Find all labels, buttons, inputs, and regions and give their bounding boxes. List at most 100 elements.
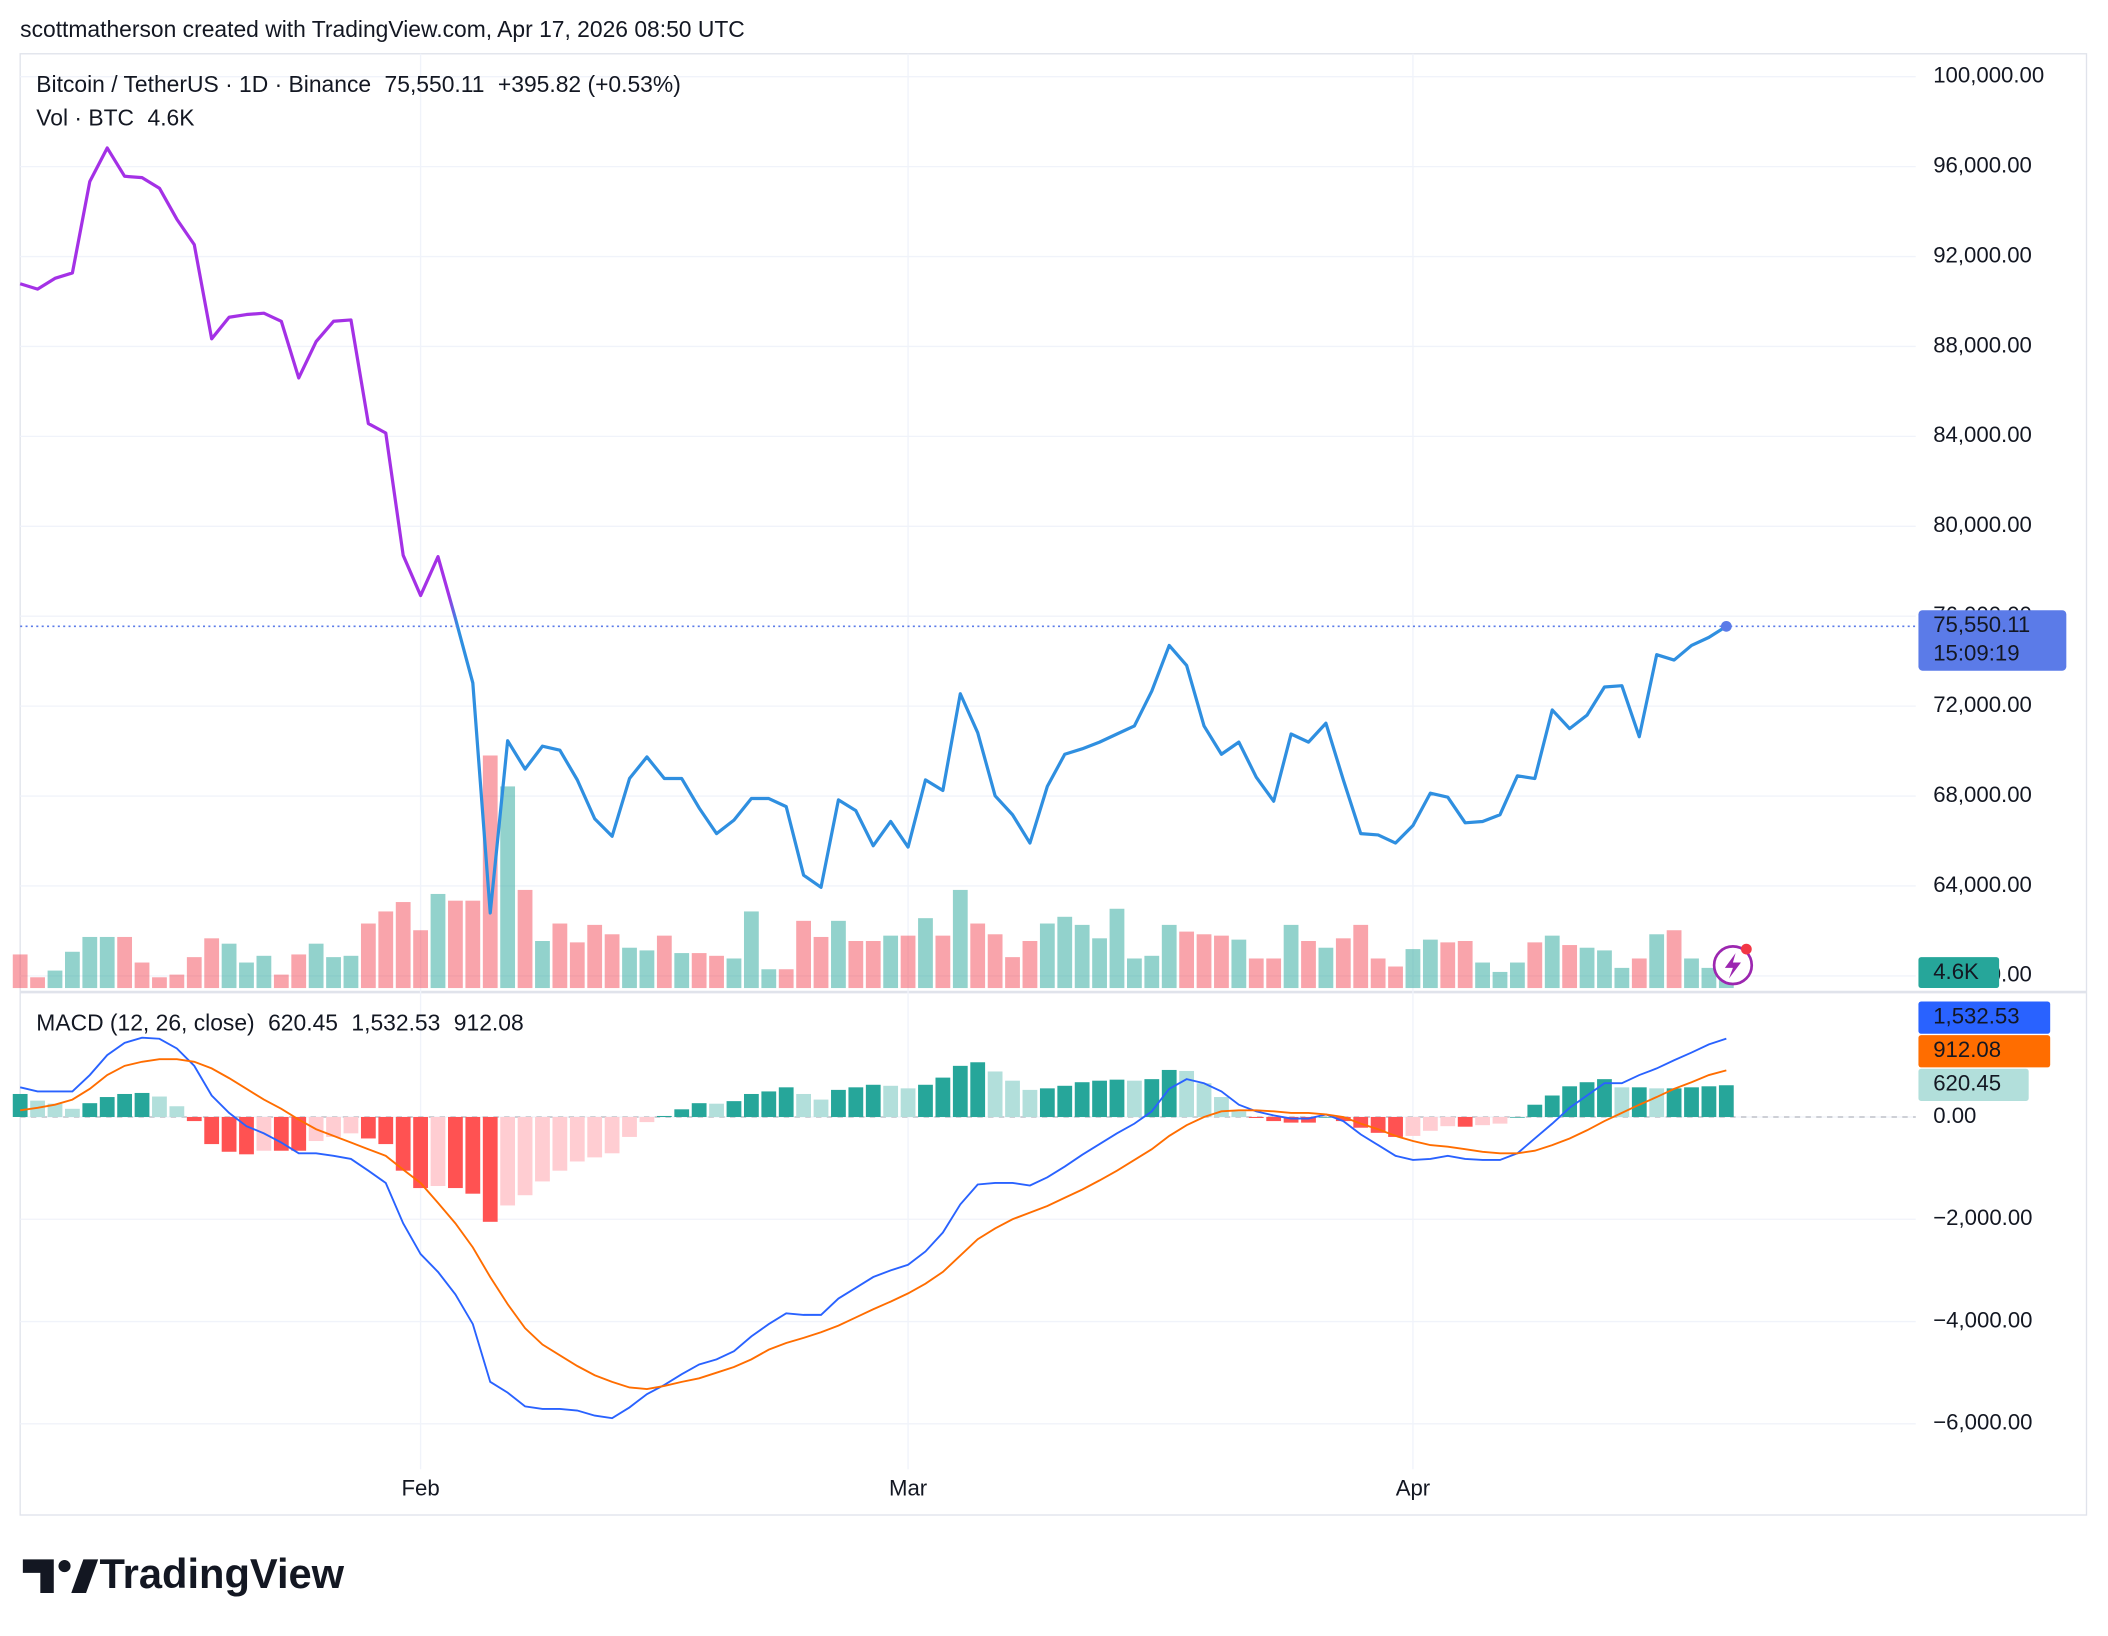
- volume-bar: [1510, 962, 1525, 989]
- price-badge-value: 75,550.11: [1933, 612, 2030, 637]
- histogram-bar: [343, 1116, 359, 1134]
- volume-bar: [1666, 930, 1682, 989]
- volume-bar: [674, 953, 690, 989]
- histogram-bar: [987, 1071, 1003, 1117]
- histogram-bar: [1614, 1087, 1630, 1117]
- volume-bar: [691, 953, 707, 989]
- macd-pane: [12, 1036, 1916, 1420]
- volume-bar: [1544, 935, 1560, 989]
- histogram-bar: [1562, 1086, 1578, 1117]
- volume-bar: [569, 942, 585, 989]
- histogram-bar: [918, 1084, 933, 1117]
- volume-bar: [900, 935, 916, 989]
- y-tick-label: 92,000.00: [1933, 242, 2032, 267]
- y-tick-label: 68,000.00: [1933, 782, 2032, 807]
- legend-title: MACD (12, 26, close): [36, 1009, 254, 1035]
- histogram-bar: [1231, 1111, 1247, 1117]
- histogram-bar: [952, 1065, 968, 1117]
- histogram-bar: [813, 1099, 829, 1117]
- volume-bar: [848, 941, 864, 989]
- volume-bar: [12, 954, 28, 989]
- volume-bar: [1335, 938, 1351, 989]
- brand-name: TradingView: [99, 1550, 344, 1597]
- volume-bar: [796, 920, 812, 989]
- y-tick-label: 0.00: [1933, 1103, 1976, 1128]
- histogram-bar: [761, 1091, 777, 1117]
- volume-bar: [1074, 924, 1090, 989]
- histogram-bar: [1022, 1089, 1038, 1117]
- volume-badge: [1918, 957, 2000, 989]
- histogram-bar: [935, 1077, 951, 1117]
- volume-bar: [465, 900, 481, 989]
- brand-logo: [22, 1559, 99, 1593]
- histogram-bar: [796, 1093, 812, 1117]
- histogram-bar: [204, 1116, 220, 1145]
- volume-bar: [378, 911, 394, 989]
- macd-badge-value: 620.45: [1933, 1071, 2001, 1096]
- macd-badge: [1918, 1035, 2051, 1068]
- volume-bar: [622, 947, 637, 989]
- histogram-bar: [360, 1116, 376, 1139]
- volume-bar: [82, 936, 98, 989]
- volume-bar: [535, 941, 550, 989]
- histogram-bar: [1544, 1095, 1560, 1117]
- histogram-bar: [1631, 1087, 1647, 1117]
- legend-value: 75,550.11: [385, 71, 485, 97]
- price-badge-countdown: 15:09:19: [1933, 640, 2019, 665]
- price-line: [19, 146, 1728, 915]
- volume-bar: [360, 923, 376, 989]
- histogram-bar: [1335, 1116, 1351, 1122]
- histogram-bar: [1527, 1104, 1543, 1117]
- histogram-bar: [395, 1116, 411, 1171]
- volume-bar: [186, 957, 202, 989]
- volume-bar: [1144, 955, 1160, 989]
- volume-bar: [987, 934, 1003, 989]
- histogram-bar: [1248, 1116, 1264, 1119]
- volume-bar: [1370, 958, 1386, 989]
- volume-bar: [291, 954, 307, 989]
- histogram-bar: [99, 1097, 115, 1117]
- volume-bar: [1301, 941, 1316, 989]
- histogram-bar: [552, 1116, 568, 1171]
- y-tick-label: 80,000.00: [1933, 512, 2032, 537]
- volume-bar: [343, 955, 359, 989]
- histogram-bar: [535, 1116, 550, 1182]
- volume-bar: [743, 911, 759, 989]
- volume-pane: [12, 755, 1734, 989]
- volume-bar: [1283, 924, 1299, 989]
- legend-change: +395.82 (+0.53%): [498, 71, 681, 97]
- histogram-bar: [1510, 1116, 1525, 1118]
- volume-bar: [813, 936, 829, 989]
- histogram-bar: [1318, 1116, 1334, 1118]
- histogram-bar: [465, 1116, 481, 1194]
- volume-bar: [1492, 971, 1508, 989]
- chart-frame: [19, 53, 2088, 1516]
- histogram-bar: [656, 1115, 672, 1117]
- macd-badge-value: 912.08: [1933, 1037, 2001, 1062]
- histogram-bar: [1301, 1116, 1316, 1123]
- histogram-bar: [674, 1109, 690, 1117]
- volume-bar: [239, 962, 254, 989]
- histogram-bar: [1266, 1116, 1282, 1122]
- volume-bar: [1701, 967, 1717, 989]
- histogram-bar: [448, 1116, 463, 1189]
- histogram-bar: [186, 1116, 202, 1122]
- volume-bar: [918, 918, 933, 989]
- histogram-bar: [1475, 1116, 1490, 1126]
- y-tick-label: −4,000.00: [1933, 1307, 2032, 1332]
- histogram-bar: [239, 1116, 254, 1155]
- x-tick-label: Feb: [401, 1475, 439, 1500]
- histogram-bar: [1666, 1088, 1682, 1117]
- histogram-bar: [1684, 1087, 1699, 1117]
- volume-bar: [256, 955, 272, 989]
- histogram-bar: [378, 1116, 394, 1145]
- volume-bar: [1405, 949, 1421, 989]
- volume-bar: [935, 935, 951, 989]
- volume-bar: [831, 920, 846, 989]
- volume-bar: [1318, 947, 1334, 989]
- legend-value: 912.08: [454, 1009, 524, 1035]
- x-tick-label: Apr: [1396, 1475, 1431, 1500]
- volume-bar: [1649, 934, 1665, 989]
